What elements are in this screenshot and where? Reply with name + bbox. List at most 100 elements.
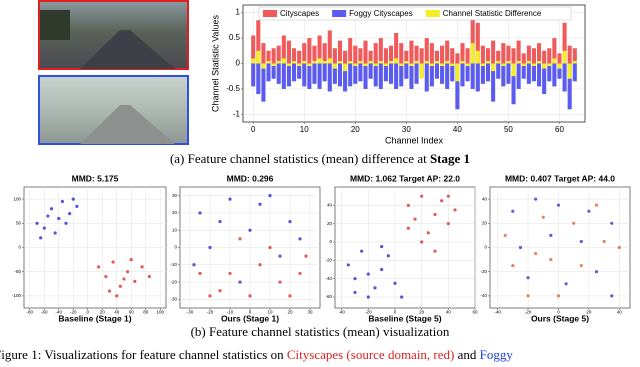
point xyxy=(579,264,583,268)
bar xyxy=(363,63,368,89)
bar xyxy=(399,63,404,87)
bar xyxy=(266,63,271,82)
bar xyxy=(358,60,363,64)
bar xyxy=(475,50,480,64)
bar xyxy=(266,50,271,64)
bar xyxy=(327,63,332,92)
bar xyxy=(373,43,378,64)
plot-title: MMD: 0.407 Target AP: 44.0 xyxy=(505,173,615,183)
point xyxy=(228,197,232,201)
x-tick-label: -10 xyxy=(227,310,234,315)
bar xyxy=(480,63,485,67)
x-tick-label: 60 xyxy=(129,310,135,315)
point xyxy=(406,226,410,230)
bar xyxy=(261,43,266,64)
legend-swatch xyxy=(332,10,347,17)
bar xyxy=(557,63,562,69)
x-tick-label: -60 xyxy=(41,310,48,315)
point xyxy=(218,219,222,224)
plot-title: MMD: 1.062 Target AP: 22.0 xyxy=(350,173,460,183)
bar xyxy=(429,43,434,64)
bar xyxy=(373,63,378,87)
x-tick-label: -40 xyxy=(494,310,501,315)
y-tick-label: -20 xyxy=(480,269,487,274)
bar xyxy=(506,63,511,84)
y-tick-label: 0 xyxy=(18,245,21,250)
x-tick-label: 20 xyxy=(419,310,425,315)
bar xyxy=(322,43,327,64)
x-tick-label: 0 xyxy=(86,310,89,315)
plot-subtitle: Baseline (Stage 5) xyxy=(368,313,441,323)
bar xyxy=(491,63,496,72)
bar xyxy=(378,63,383,89)
bar xyxy=(567,45,572,64)
bar xyxy=(388,60,394,64)
bar xyxy=(491,63,496,102)
bar xyxy=(332,48,337,64)
point xyxy=(57,216,61,221)
legend-swatch xyxy=(263,10,277,17)
point xyxy=(49,207,54,211)
bar xyxy=(419,63,424,79)
y-tick-label: 40 xyxy=(327,203,333,208)
bar xyxy=(557,53,562,64)
bar xyxy=(496,50,501,64)
x-tick-label: -80 xyxy=(27,310,34,315)
point xyxy=(511,209,515,213)
caption-text: and xyxy=(454,347,479,362)
bar xyxy=(572,60,577,64)
point xyxy=(353,290,357,295)
y-tick-label: 0 xyxy=(484,245,487,250)
y-tick-label: -10 xyxy=(170,262,177,267)
point xyxy=(380,244,384,249)
bar xyxy=(312,45,317,64)
bar xyxy=(261,63,266,102)
bar xyxy=(353,63,358,67)
point xyxy=(298,237,302,241)
point xyxy=(453,208,457,212)
point xyxy=(53,231,57,235)
bar xyxy=(434,63,440,79)
x-tick-label: 100 xyxy=(156,310,164,315)
point xyxy=(258,263,262,267)
point xyxy=(64,221,68,225)
bar xyxy=(322,60,327,64)
point xyxy=(610,294,614,298)
bar xyxy=(572,63,577,82)
bar xyxy=(567,63,572,110)
bar xyxy=(424,63,429,92)
bar xyxy=(496,60,501,64)
bar xyxy=(552,58,557,64)
bar xyxy=(440,63,445,84)
bar xyxy=(542,63,547,95)
point xyxy=(366,295,370,299)
bar xyxy=(404,63,409,79)
caption-a: (a) Feature channel statistics (mean) di… xyxy=(170,151,470,166)
bar xyxy=(506,60,511,64)
bar xyxy=(292,48,297,64)
point xyxy=(198,211,202,215)
point xyxy=(446,194,450,198)
bar xyxy=(307,63,312,89)
bar xyxy=(348,63,353,87)
bar xyxy=(317,35,322,64)
bar xyxy=(450,63,455,67)
bar xyxy=(424,60,429,64)
bar xyxy=(429,63,434,87)
x-tick-label: 10 xyxy=(300,125,309,134)
plot-title: MMD: 0.296 xyxy=(227,173,274,183)
bar xyxy=(475,63,480,92)
point xyxy=(298,271,302,276)
bar xyxy=(475,22,480,64)
bar xyxy=(327,58,332,64)
point xyxy=(248,294,252,298)
point xyxy=(564,282,568,286)
y-tick-label: 30 xyxy=(172,193,178,198)
bar xyxy=(547,63,552,82)
figure-caption: Figure 1: Visualizations for feature cha… xyxy=(0,347,513,362)
legend-label: Channel Statistic Difference xyxy=(443,9,542,18)
plot-area xyxy=(334,186,476,309)
bar xyxy=(440,45,445,64)
legend-label: Cityscapes xyxy=(280,9,319,18)
plot-title: MMD: 5.175 xyxy=(72,173,119,183)
